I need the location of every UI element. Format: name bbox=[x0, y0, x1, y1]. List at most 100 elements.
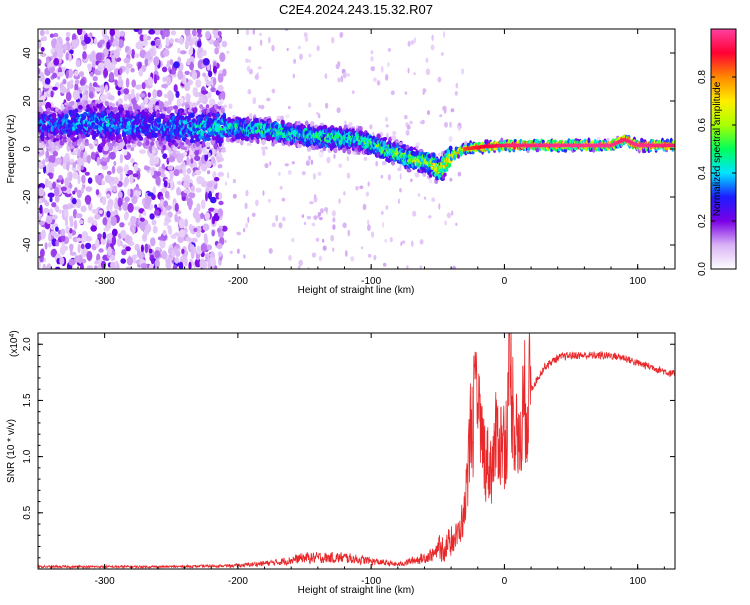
spectrogram-noise-cell bbox=[72, 161, 76, 169]
spectrogram-ridge-cell bbox=[448, 136, 453, 143]
spectrogram-noise-cell bbox=[76, 29, 83, 36]
spectrogram-noise-cell bbox=[299, 53, 303, 60]
spectrogram-ridge-cell bbox=[205, 104, 210, 109]
spectrogram-noise-cell bbox=[184, 38, 190, 49]
spectrogram-ridge-cell bbox=[304, 120, 309, 126]
spectrogram-noise-cell bbox=[85, 199, 91, 205]
spectrogram-noise-cell bbox=[375, 160, 379, 167]
spectrogram-noise-cell bbox=[196, 175, 203, 185]
spectrogram-noise-cell bbox=[213, 39, 220, 48]
spectrogram-noise-cell bbox=[140, 263, 148, 269]
spectrogram-noise-cell bbox=[431, 34, 434, 41]
spectrogram-noise-cell bbox=[162, 144, 166, 151]
spectrogram-noise-cell bbox=[183, 188, 191, 194]
spectrogram-noise-cell bbox=[68, 171, 73, 182]
spectrogram-noise-cell bbox=[123, 93, 128, 102]
spectrogram-noise-cell bbox=[80, 243, 85, 250]
spectrogram-ridge-cell bbox=[48, 139, 52, 146]
spectrogram-ridge-cell bbox=[382, 137, 388, 141]
spectrogram-noise-cell bbox=[83, 151, 88, 158]
spectrogram-noise-cell bbox=[221, 40, 228, 48]
spectrogram-ridge-cell bbox=[140, 102, 145, 108]
spectrogram-noise-cell bbox=[291, 237, 295, 243]
spectrogram-noise-cell bbox=[104, 84, 109, 93]
spectrogram-noise-cell bbox=[69, 219, 74, 228]
spectrogram-noise-cell bbox=[161, 250, 168, 260]
spectrogram-ridge-cell bbox=[130, 138, 135, 144]
spectrogram-noise-cell bbox=[222, 68, 227, 77]
spectrogram-noise-cell bbox=[111, 54, 116, 64]
spectrogram-noise-cell bbox=[307, 266, 310, 269]
spectrogram-ridge-cell bbox=[81, 133, 87, 139]
spectrogram-noise-cell bbox=[92, 76, 98, 82]
spectrogram-noise-cell bbox=[155, 175, 161, 186]
spectrogram-noise-cell bbox=[346, 172, 351, 179]
spectrogram-noise-cell bbox=[410, 40, 414, 45]
spectrogram-noise-cell bbox=[50, 90, 54, 98]
spectrogram-ridge-cell bbox=[163, 106, 167, 112]
spectrogram-noise-cell bbox=[254, 74, 259, 80]
spectrogram-noise-cell bbox=[49, 33, 55, 38]
spectrogram-noise-cell bbox=[288, 254, 292, 261]
spectrogram-noise-cell bbox=[166, 60, 170, 68]
spectrogram-noise-cell bbox=[202, 72, 207, 78]
spectrogram-noise-cell bbox=[195, 213, 202, 222]
spectrogram-noise-cell bbox=[149, 48, 155, 58]
spectrogram-noise-cell bbox=[217, 251, 222, 257]
spectrogram-noise-cell bbox=[449, 177, 453, 182]
spectrogram-ridge-cell bbox=[191, 118, 196, 123]
spectrogram-noise-cell bbox=[74, 70, 79, 77]
spectrogram-noise-cell bbox=[339, 34, 343, 38]
spectrogram-ridge-cell bbox=[296, 120, 302, 127]
spectrogram-noise-cell bbox=[387, 174, 391, 181]
spectrogram-noise-cell bbox=[346, 73, 350, 77]
spectrogram-noise-cell bbox=[146, 50, 151, 57]
spectrogram-noise-cell bbox=[91, 58, 96, 69]
spectrogram-noise-cell bbox=[90, 151, 96, 160]
spectrogram-ridge-cell bbox=[409, 146, 414, 152]
spectrogram-noise-cell bbox=[212, 147, 216, 156]
spectrogram-noise-cell bbox=[106, 41, 111, 50]
spectrogram-noise-cell bbox=[193, 247, 197, 255]
spectrogram-noise-cell bbox=[228, 103, 233, 110]
spectrogram-noise-cell bbox=[79, 262, 84, 269]
spectrogram-noise-cell bbox=[128, 221, 132, 226]
spectrogram-noise-cell bbox=[218, 200, 224, 206]
spectrogram-noise-cell bbox=[102, 254, 109, 261]
spectrogram-noise-cell bbox=[69, 243, 74, 250]
spectrogram-noise-cell bbox=[385, 117, 388, 122]
spectrogram-ridge-cell bbox=[40, 95, 45, 102]
spectrogram-noise-cell bbox=[217, 164, 223, 169]
spectrogram-noise-cell bbox=[308, 155, 311, 161]
spectrogram-noise-cell bbox=[413, 37, 417, 44]
spectrogram-noise-cell bbox=[214, 47, 220, 55]
spectrogram-noise-cell bbox=[196, 100, 200, 106]
spectrogram-noise-cell bbox=[387, 48, 391, 52]
spectrogram-noise-cell bbox=[38, 159, 41, 169]
spectrogram-noise-cell bbox=[384, 239, 387, 243]
spectrogram-noise-cell bbox=[269, 161, 272, 166]
spectrogram-noise-cell bbox=[63, 156, 70, 162]
spectrogram-noise-cell bbox=[291, 161, 295, 165]
spectrogram-ridge-cell bbox=[406, 168, 412, 173]
spectrogram-noise-cell bbox=[147, 192, 154, 197]
spectrogram-noise-cell bbox=[64, 177, 70, 187]
spectrogram-ridge-cell bbox=[55, 134, 61, 139]
spectrogram-noise-cell bbox=[322, 245, 327, 251]
spectrogram-noise-cell bbox=[454, 91, 458, 96]
spectrogram-noise-cell bbox=[248, 59, 252, 63]
spectrogram-noise-cell bbox=[102, 217, 108, 226]
spectrogram-noise-cell bbox=[194, 169, 202, 176]
spectrogram-noise-cell bbox=[313, 215, 318, 221]
spectrogram-noise-cell bbox=[190, 185, 195, 192]
spectrogram-noise-cell bbox=[178, 218, 186, 229]
spectrogram-noise-cell bbox=[385, 205, 389, 210]
spectrogram-noise-cell bbox=[338, 198, 341, 204]
spectrogram-ridge-cell bbox=[134, 120, 140, 126]
spectrogram-noise-cell bbox=[196, 203, 201, 212]
spectrogram-noise-cell bbox=[175, 90, 180, 98]
spectrogram-ridge-cell bbox=[178, 134, 183, 138]
spectrogram-noise-cell bbox=[49, 155, 56, 164]
spectrogram-noise-cell bbox=[41, 229, 46, 240]
